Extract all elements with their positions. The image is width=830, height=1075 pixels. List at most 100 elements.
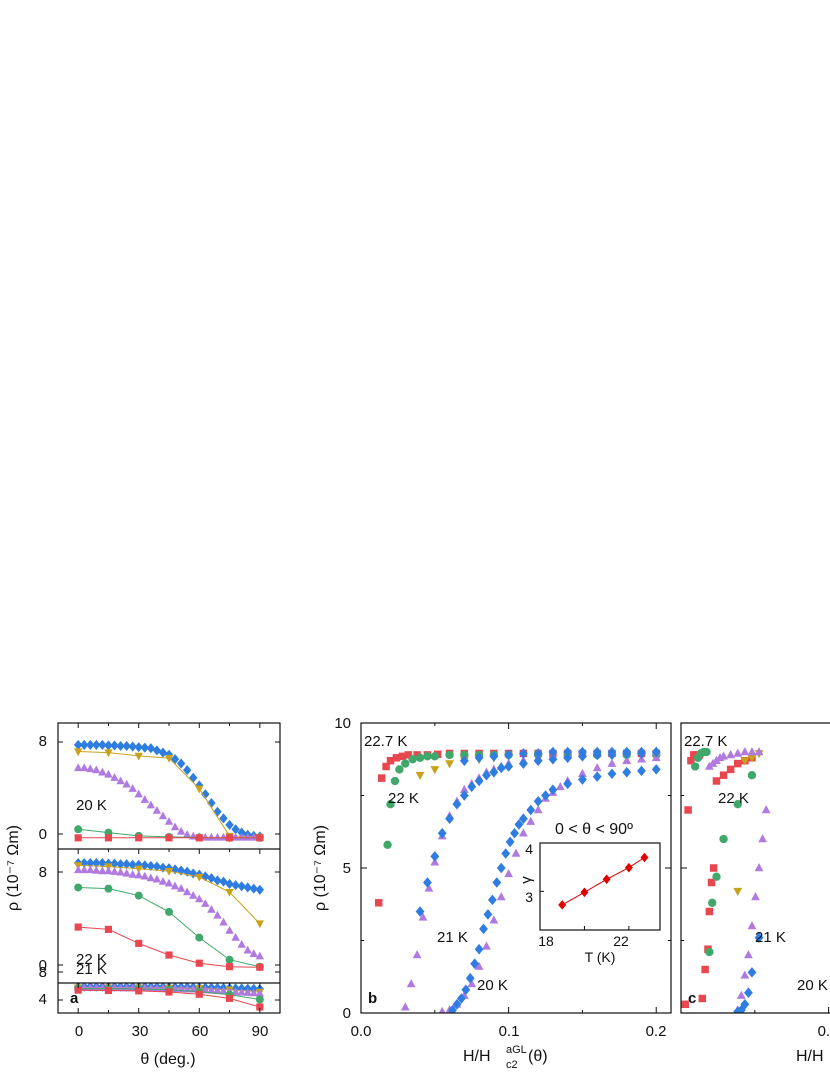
c-violet-point [740,970,750,979]
inset-inset-point [558,900,567,910]
a-yaxis-label: ρ (10⁻⁷ Ωm) [5,825,22,911]
a2-violet-point [201,899,210,907]
b-green-point [423,752,432,761]
b-red-point [374,899,383,907]
b-blue-point [592,746,602,758]
inset-background [540,843,660,930]
a2-violet-point [134,870,143,879]
b-blue-point [452,798,462,810]
a3-red-point [104,986,113,995]
a1-ytick-label-0: 0 [39,826,47,843]
a1-marks [73,739,265,842]
b-blue-point [423,877,432,888]
c-violet-point [754,863,764,872]
c-violet-point [744,950,753,959]
a1-violet-point [128,784,137,792]
a1-gold-point [164,754,174,763]
b-blue-point [456,993,466,1004]
c-red-point [707,878,716,887]
b-blue-point [474,775,484,787]
a2-violet-point [158,877,168,885]
a1-temperature-label: 20 K [76,797,107,814]
c-gold-point [733,887,743,897]
c-red-point [701,965,709,974]
c-red-point [734,759,742,768]
b-xtick-label-2: 0.2 [646,1023,667,1040]
b-violet-point [526,816,536,825]
a1-blue-point [122,740,131,752]
b-blue-point [563,752,573,764]
a2-green-point [104,884,113,893]
a1-violet-point [92,765,101,774]
b-green-point [390,776,400,786]
b-ytick-label-5: 5 [343,860,351,877]
a1-violet-point [73,763,83,772]
a1-blue-point [104,740,113,751]
b-blue-point [541,790,550,801]
a3-violet-point [243,988,252,996]
a1-violet-point [201,832,210,841]
a3-violet-point [249,988,258,997]
b-violet-point [400,1002,410,1011]
c-green-point [691,762,700,771]
b-green-point [430,752,439,761]
c-label-20K: 20 K [797,977,828,994]
b-blue-point [514,819,524,830]
c-violet-point [747,747,757,756]
a1-red-point [74,834,82,842]
b-blue-point [492,877,502,888]
a1-red-point [195,834,203,842]
b-blue-point [607,746,617,758]
b-green-point [401,759,410,768]
c-red-point [726,765,735,774]
a1-violet-point [146,800,156,809]
a1-violet-point [134,789,143,798]
b-blue-point [607,768,617,780]
a2-ytick-label-1: 8 [39,864,47,881]
b-blue-point [518,748,528,759]
c-violet-point [761,805,771,814]
b-blue-point [459,755,469,766]
a2-blue-point [122,859,131,870]
a2-violet-point [182,887,192,896]
panel-c-letter: c [688,990,696,1007]
inset-inset-point [602,874,611,885]
b-blue-point [548,746,558,758]
b-violet-point [474,961,484,970]
c-violet-point [754,747,764,756]
c-red-point [687,756,695,765]
a1-blue-point [73,739,83,750]
a-xtick-label-30: 30 [132,1023,149,1040]
b-blue-point [548,784,558,795]
b-xtick-label-1: 0.1 [499,1023,520,1040]
b-blue-point [637,765,646,777]
a2-ytick-label-0: 0 [39,957,47,974]
tick-marks [58,722,830,1014]
b-blue-point [430,851,440,862]
a-xtick-label-90: 90 [252,1023,269,1040]
a1-gold-point [104,749,113,758]
c-red-point [705,907,714,916]
panel-a3-plot [73,983,265,1011]
a2-violet-point [176,883,186,892]
b-violet-point [622,755,632,764]
b-blue-point [518,758,528,769]
a1-blue-point [146,743,156,754]
b-gold-point [445,760,454,769]
b-violet-point [511,848,521,857]
a3-red-point [225,994,234,1002]
b-blue-point [445,813,454,824]
a1-violet-point [237,832,246,841]
b-blue-point [548,753,558,765]
a2-red-point [165,951,173,959]
b-green-point [386,800,395,809]
a2-violet-point [207,904,216,913]
b-gold-point [415,771,425,781]
a3-temperature-label: 22 K [76,951,107,968]
a1-blue-point [201,789,210,800]
c-xaxis-label: H/H [796,1048,824,1065]
a1-violet-point [104,769,113,778]
a3-violet-point [237,987,246,996]
a2-red-point [104,925,113,933]
b-blue-point [496,862,506,874]
